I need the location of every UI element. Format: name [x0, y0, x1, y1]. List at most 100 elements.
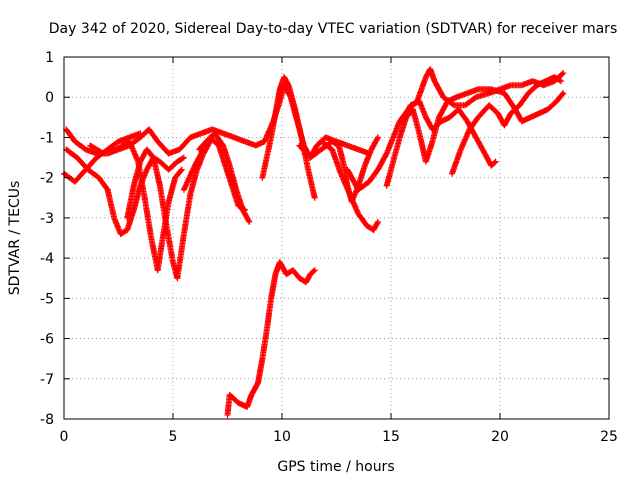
- plus-marker-run: [71, 167, 88, 185]
- plus-marker-run: [255, 357, 266, 386]
- plus-marker-run: [113, 139, 132, 153]
- plus-marker-run: [226, 162, 239, 192]
- plus-marker-run: [422, 139, 435, 165]
- plus-marker-run: [263, 136, 274, 161]
- plus-marker-run: [329, 146, 344, 176]
- plus-marker-run: [457, 127, 472, 153]
- plus-marker-run: [165, 159, 180, 173]
- plus-marker-run: [383, 160, 396, 189]
- plus-marker-run: [117, 227, 129, 237]
- plus-marker-run: [130, 184, 143, 213]
- plus-marker-run: [473, 134, 487, 156]
- plus-marker-run: [226, 391, 241, 405]
- plus-marker-run: [431, 78, 446, 99]
- plus-marker-run: [488, 159, 498, 169]
- plus-marker-run: [196, 135, 213, 153]
- plus-marker-run: [187, 168, 200, 197]
- plus-marker-run: [525, 83, 539, 97]
- y-tick-label: -6: [40, 332, 54, 348]
- grid-lines: [64, 57, 609, 419]
- plus-marker-run: [281, 74, 291, 87]
- plus-marker: [374, 134, 381, 141]
- x-tick-label: 15: [382, 429, 400, 445]
- plus-marker-run: [366, 167, 380, 185]
- plus-marker: [311, 194, 318, 201]
- plus-marker-run: [126, 138, 141, 164]
- plus-marker-run: [335, 142, 346, 164]
- plus-marker-run: [141, 194, 154, 240]
- plus-marker-run: [156, 182, 170, 228]
- satellite-track-14: [398, 98, 499, 169]
- plus-marker-run: [296, 142, 313, 160]
- plus-marker-run: [180, 164, 198, 193]
- plus-marker-run: [259, 329, 270, 362]
- plus-marker-run: [163, 222, 176, 264]
- plus-marker-run: [346, 190, 361, 216]
- plus-marker-run: [93, 147, 110, 161]
- plus-marker: [560, 90, 567, 97]
- plus-marker-run: [303, 272, 313, 286]
- plus-marker-run: [130, 160, 143, 189]
- y-tick-label: -4: [40, 251, 54, 267]
- plus-marker-run: [272, 87, 283, 117]
- plus-marker-run: [191, 143, 208, 169]
- satellite-track-12: [344, 66, 567, 193]
- plus-marker-run: [259, 156, 270, 181]
- plus-marker-run: [235, 202, 247, 212]
- plus-marker-run: [224, 393, 233, 418]
- plus-marker-run: [174, 155, 186, 165]
- y-tick-label: -1: [40, 130, 54, 146]
- plus-marker: [492, 158, 499, 165]
- x-tick-label: 0: [60, 429, 69, 445]
- plus-marker-run: [361, 148, 374, 169]
- y-tick-label: 1: [45, 50, 54, 66]
- axis-ticks: 0 5 10 15 20 25 -8 -7 -6 -5 -4 -3 -2 -1 0 1: [40, 50, 618, 445]
- plus-marker-run: [111, 214, 124, 236]
- plus-marker-run: [165, 176, 178, 205]
- plus-marker-run: [305, 166, 318, 200]
- x-axis-label: GPS time / hours: [277, 459, 394, 475]
- x-tick-label: 10: [273, 429, 291, 445]
- plus-marker-run: [455, 106, 470, 124]
- plus-marker-run: [355, 210, 370, 228]
- y-tick-label: -2: [40, 171, 54, 187]
- plus-marker-run: [329, 138, 341, 148]
- plus-marker: [241, 206, 248, 213]
- plus-marker: [311, 267, 318, 274]
- plus-marker-run: [211, 130, 226, 148]
- plus-marker-run: [416, 98, 429, 119]
- plus-marker-run: [220, 142, 233, 168]
- satellite-track-13: [383, 86, 567, 189]
- x-tick-label: 20: [491, 429, 509, 445]
- y-tick-label: 0: [45, 90, 54, 106]
- plus-marker-run: [374, 151, 389, 173]
- plus-marker-run: [268, 272, 279, 302]
- satellite-track-7: [61, 130, 144, 185]
- plus-marker-run: [289, 267, 302, 281]
- plot-frame: [63, 56, 610, 420]
- plus-marker-run: [337, 170, 352, 196]
- plus-marker-run: [207, 134, 221, 148]
- plus-marker-run: [398, 103, 413, 125]
- plus-marker: [560, 70, 567, 77]
- plus-marker-run: [172, 167, 184, 181]
- plus-marker-run: [143, 146, 156, 160]
- plus-marker-run: [307, 147, 323, 161]
- plus-marker: [137, 130, 144, 137]
- satellite-track-11: [318, 138, 381, 233]
- plus-marker-run: [436, 99, 450, 121]
- plus-marker-run: [63, 126, 77, 144]
- plus-marker-run: [104, 139, 121, 153]
- plus-marker-run: [466, 115, 481, 133]
- plus-marker-run: [263, 296, 274, 334]
- plus-marker-run: [307, 268, 317, 278]
- plus-marker-run: [124, 208, 137, 233]
- plus-marker-run: [174, 232, 187, 282]
- x-tick-label: 5: [169, 429, 178, 445]
- plus-marker-run: [154, 138, 171, 156]
- satellite-track-6: [196, 134, 248, 213]
- plus-marker-run: [146, 126, 160, 144]
- plus-marker-run: [124, 184, 137, 221]
- plus-marker-run: [501, 111, 514, 129]
